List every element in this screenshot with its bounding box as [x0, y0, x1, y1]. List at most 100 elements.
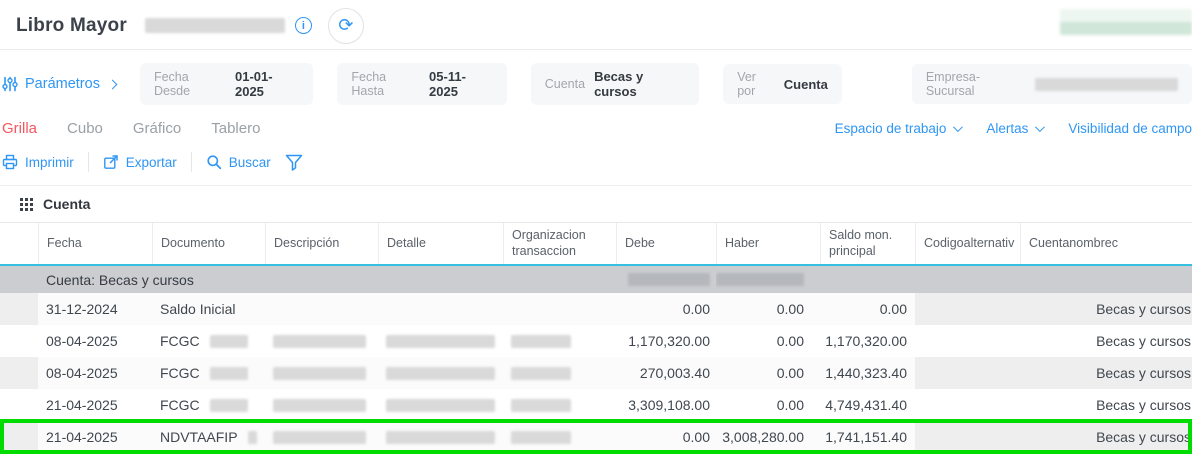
cell-debe: 270,003.40: [639, 365, 710, 382]
col-header-saldo[interactable]: Saldo mon. principal: [820, 223, 915, 265]
chip-value: 01-01-2025: [234, 69, 273, 99]
cell-fecha: 21-04-2025: [46, 397, 118, 414]
redacted-text: [386, 366, 495, 380]
print-button[interactable]: Imprimir: [2, 154, 74, 170]
col-header-detalle[interactable]: Detalle: [378, 223, 503, 265]
tab-cubo[interactable]: Cubo: [67, 120, 103, 137]
col-header-cuentanombre[interactable]: Cuentanombrec: [1020, 223, 1192, 265]
tabs: Grilla Cubo Gráfico Tablero: [2, 120, 260, 137]
col-header-fecha[interactable]: Fecha: [38, 223, 152, 265]
redacted-title-text: [144, 18, 285, 33]
col-header-organizacion[interactable]: Organizacion transaccion: [503, 223, 616, 265]
col-header-haber[interactable]: Haber: [716, 223, 820, 265]
chip-label: Cuenta: [544, 77, 586, 91]
cell-detalle: [378, 325, 503, 357]
cell-haber: 3,008,280.00: [722, 429, 804, 446]
cell-cuentanombre: Becas y cursos: [1020, 293, 1192, 326]
page-title: Libro Mayor: [16, 14, 127, 36]
cell-saldo: 1,440,323.40: [825, 365, 907, 382]
table-row-highlighted[interactable]: 21-04-2025 NDVTAAFIP 0.00 3,008,280.00 1,741…: [0, 419, 1192, 455]
filter-funnel-button[interactable]: [285, 154, 303, 171]
cell-organizacion: [503, 357, 616, 389]
search-label: Buscar: [228, 154, 271, 170]
alerts-dropdown[interactable]: Alertas: [986, 121, 1046, 136]
cell-fecha: 08-04-2025: [46, 333, 118, 350]
cell-debe: 0.00: [682, 301, 710, 318]
cell-detalle: [378, 421, 503, 453]
chip-value: Becas y cursos: [594, 69, 644, 99]
table-row[interactable]: 08-04-2025 FCGC 1,170,320.00 0.00 1,170,320.…: [0, 325, 1192, 357]
toolbar-divider: [87, 152, 89, 172]
cell-saldo: 4,749,431.40: [825, 397, 907, 414]
chip-fecha-desde[interactable]: Fecha Desde 01-01-2025: [139, 63, 314, 105]
title-bar: Libro Mayor i ⟳: [0, 0, 1192, 50]
cell-descripcion: [265, 389, 378, 421]
parameters-button[interactable]: Parámetros: [2, 76, 118, 92]
tab-tablero[interactable]: Tablero: [211, 120, 261, 137]
redacted-text: [511, 398, 572, 412]
chip-empresa-sucursal[interactable]: Empresa-Sucursal: [911, 64, 1192, 104]
parameters-label: Parámetros: [25, 76, 100, 92]
info-icon[interactable]: i: [294, 17, 312, 34]
col-header-documento[interactable]: Documento: [152, 223, 265, 265]
cell-fecha: 08-04-2025: [46, 365, 118, 382]
cell-descripcion: [265, 357, 378, 389]
printer-icon: [2, 154, 18, 170]
cell-saldo: 1,170,320.00: [825, 333, 907, 350]
cell-saldo: 1,741,151.40: [825, 429, 907, 446]
cell-spacer: [0, 389, 38, 421]
search-button[interactable]: Buscar: [206, 154, 271, 170]
table-row[interactable]: 21-04-2025 FCGC 3,309,108.00 0.00 4,749,431.…: [0, 389, 1192, 421]
workspace-dropdown[interactable]: Espacio de trabajo: [835, 121, 964, 136]
redacted-chip-value: [1034, 77, 1178, 91]
tab-grafico[interactable]: Gráfico: [132, 120, 182, 137]
tab-grilla[interactable]: Grilla: [2, 120, 38, 137]
chevron-right-icon: [107, 79, 118, 89]
cell-codigoalternativo: [915, 389, 1020, 421]
cell-saldo: 0.00: [879, 301, 907, 318]
export-label: Exportar: [125, 154, 177, 170]
cell-organizacion: [503, 325, 616, 357]
redacted-text: [209, 366, 248, 380]
toolbar: Imprimir Exportar Buscar: [0, 152, 1192, 186]
table-row[interactable]: 08-04-2025 FCGC 270,003.40 0.00 1,440,323.40…: [0, 357, 1192, 390]
col-header-debe[interactable]: Debe: [616, 223, 716, 265]
col-header-spacer: [0, 223, 38, 264]
col-header-codigoalternativo[interactable]: Codigoalternativ: [915, 223, 1020, 265]
view-bar: Grilla Cubo Gráfico Tablero Espacio de t…: [2, 120, 1192, 137]
view-links: Espacio de trabajo Alertas Visibilidad d…: [835, 121, 1192, 136]
table-row[interactable]: 31-12-2024 Saldo Inicial 0.00 0.00 0.00 Becas…: [0, 293, 1192, 326]
group-by-label[interactable]: Cuenta: [43, 196, 91, 212]
cell-debe: 1,170,320.00: [628, 333, 710, 350]
redacted-text: [273, 398, 367, 412]
export-button[interactable]: Exportar: [103, 154, 177, 170]
group-summary-row[interactable]: Cuenta: Becas y cursos: [0, 266, 1192, 294]
grid-dots-icon[interactable]: [20, 197, 33, 211]
cell-organizacion: [503, 293, 616, 325]
group-debe-total: [616, 266, 716, 293]
cell-fecha: 31-12-2024: [46, 301, 118, 318]
cell-haber: 0.00: [776, 365, 804, 382]
cell-cuentanombre: Becas y cursos: [1020, 357, 1192, 390]
cell-documento: FCGC: [152, 357, 265, 389]
redacted-user-badge: [1060, 9, 1192, 35]
cell-cuentanombre: Becas y cursos: [1020, 421, 1192, 454]
cell-spacer: [0, 325, 38, 357]
cell-descripcion: [265, 421, 378, 453]
chip-ver-por[interactable]: Ver por Cuenta: [723, 64, 842, 104]
chip-cuenta[interactable]: Cuenta Becas y cursos: [530, 63, 700, 105]
redacted-text: [273, 334, 367, 348]
field-visibility-link[interactable]: Visibilidad de campo: [1068, 121, 1192, 136]
chip-label: Fecha Desde: [153, 70, 191, 98]
cell-debe: 0.00: [682, 429, 710, 446]
cell-haber: 0.00: [776, 397, 804, 414]
col-header-descripcion[interactable]: Descripción: [265, 223, 378, 265]
refresh-button[interactable]: ⟳: [327, 7, 364, 44]
data-grid: Fecha Documento Descripción Detalle Orga…: [0, 223, 1192, 455]
cell-documento: Saldo Inicial: [160, 301, 236, 318]
table-header-row: Fecha Documento Descripción Detalle Orga…: [0, 223, 1192, 267]
chip-fecha-hasta[interactable]: Fecha Hasta 05-11-2025: [337, 63, 507, 105]
cell-codigoalternativo: [915, 357, 1020, 390]
cell-detalle: [378, 357, 503, 389]
cell-haber: 0.00: [776, 333, 804, 350]
